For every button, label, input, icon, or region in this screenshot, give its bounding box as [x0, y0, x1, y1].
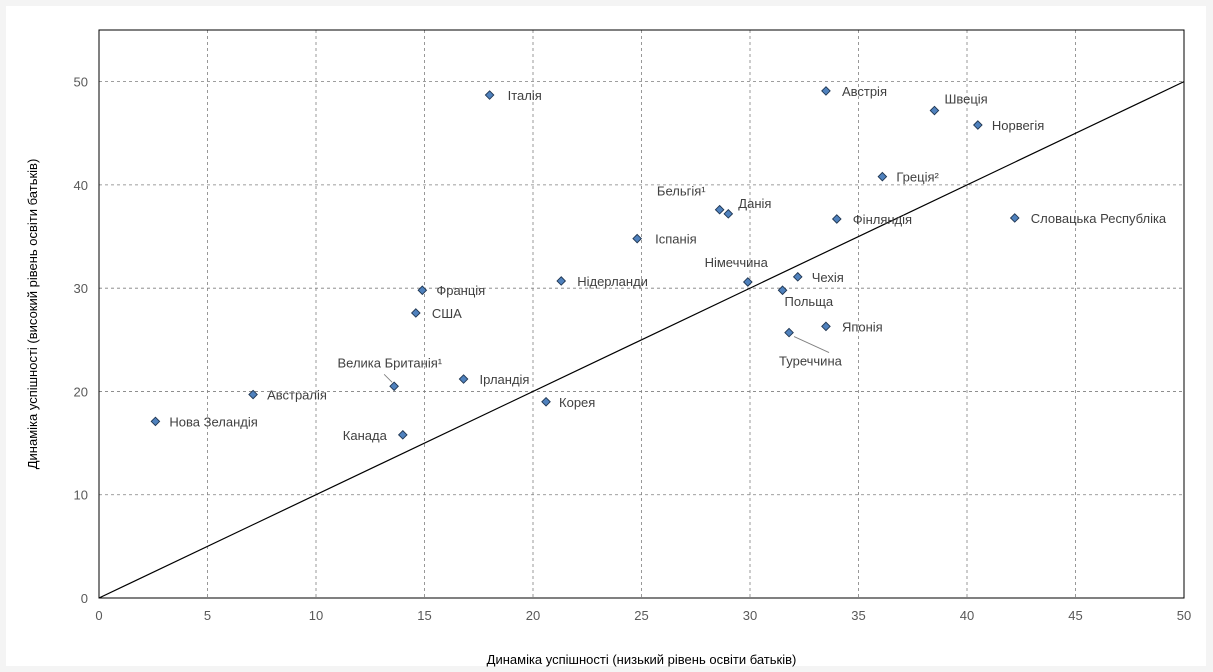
data-point: [794, 273, 802, 281]
data-point: [399, 431, 407, 439]
data-point: [785, 328, 793, 336]
y-tick-label: 50: [74, 75, 88, 90]
x-tick-label: 25: [634, 608, 648, 623]
data-point: [418, 286, 426, 294]
x-tick-label: 45: [1068, 608, 1082, 623]
data-point: [822, 87, 830, 95]
point-label: Австралія: [267, 388, 327, 403]
y-tick-label: 10: [74, 488, 88, 503]
data-points: [151, 87, 1019, 439]
point-label: Німеччина: [705, 255, 769, 270]
diagonal-reference-line: [99, 82, 1184, 598]
data-point: [724, 210, 732, 218]
data-point: [390, 382, 398, 390]
data-point: [1011, 214, 1019, 222]
point-label: Норвегія: [992, 118, 1045, 133]
x-tick-label: 10: [309, 608, 323, 623]
x-tick-label: 40: [960, 608, 974, 623]
y-tick-label: 0: [81, 591, 88, 606]
data-point: [151, 417, 159, 425]
point-label: Австрія: [842, 84, 887, 99]
y-tick-label: 30: [74, 281, 88, 296]
point-label: Туреччина: [779, 354, 843, 369]
point-label: Корея: [559, 395, 595, 410]
point-label: Фінляндія: [853, 212, 912, 227]
point-label: Франція: [436, 283, 485, 298]
point-label: Данія: [738, 196, 771, 211]
data-point: [822, 322, 830, 330]
data-point: [930, 106, 938, 114]
point-label: Іспанія: [655, 232, 697, 247]
point-labels: Італія Австрія Швеція Норвегія Греція² Бельгі…: [169, 84, 1167, 443]
point-label: Чехія: [812, 270, 844, 285]
data-point: [778, 286, 786, 294]
data-point: [459, 375, 467, 383]
x-tick-labels: 0 5 10 15 20 25 30 35 40 45 50: [95, 608, 1191, 623]
point-label: Швеція: [944, 92, 987, 107]
point-label: Італія: [508, 88, 542, 103]
data-point: [412, 309, 420, 317]
data-point: [878, 172, 886, 180]
point-label: США: [432, 306, 462, 321]
x-tick-label: 35: [851, 608, 865, 623]
point-label: Греція²: [896, 170, 939, 185]
point-label: Канада: [343, 428, 388, 443]
point-label: Словацька Республіка: [1031, 211, 1167, 226]
gridlines: [99, 30, 1184, 598]
y-axis-label: Динаміка успішності (високий рівень осві…: [25, 159, 40, 470]
x-tick-label: 5: [204, 608, 211, 623]
x-tick-label: 30: [743, 608, 757, 623]
x-tick-label: 0: [95, 608, 102, 623]
point-label: Велика Британія¹: [337, 355, 442, 370]
point-label: Польща: [785, 294, 834, 309]
x-tick-label: 50: [1177, 608, 1191, 623]
leader-lines: [384, 337, 829, 383]
y-tick-label: 20: [74, 384, 88, 399]
point-label: Нідерланди: [577, 274, 648, 289]
leader-line: [794, 337, 829, 353]
data-point: [715, 205, 723, 213]
data-point: [542, 398, 550, 406]
data-point: [557, 277, 565, 285]
x-tick-label: 15: [417, 608, 431, 623]
x-axis-label: Динаміка успішності (низький рівень осві…: [487, 652, 797, 667]
data-point: [974, 121, 982, 129]
y-tick-labels: 0 10 20 30 40 50: [74, 75, 88, 606]
data-point: [485, 91, 493, 99]
leader-line: [384, 374, 392, 382]
data-point: [633, 234, 641, 242]
reference-line: [99, 82, 1184, 598]
data-point: [833, 215, 841, 223]
data-point: [744, 278, 752, 286]
point-label: Бельгія¹: [657, 184, 706, 199]
point-label: Японія: [842, 319, 883, 334]
x-tick-label: 20: [526, 608, 540, 623]
y-tick-label: 40: [74, 178, 88, 193]
point-label: Ірландія: [480, 372, 530, 387]
point-label: Нова Зеландія: [169, 414, 257, 429]
